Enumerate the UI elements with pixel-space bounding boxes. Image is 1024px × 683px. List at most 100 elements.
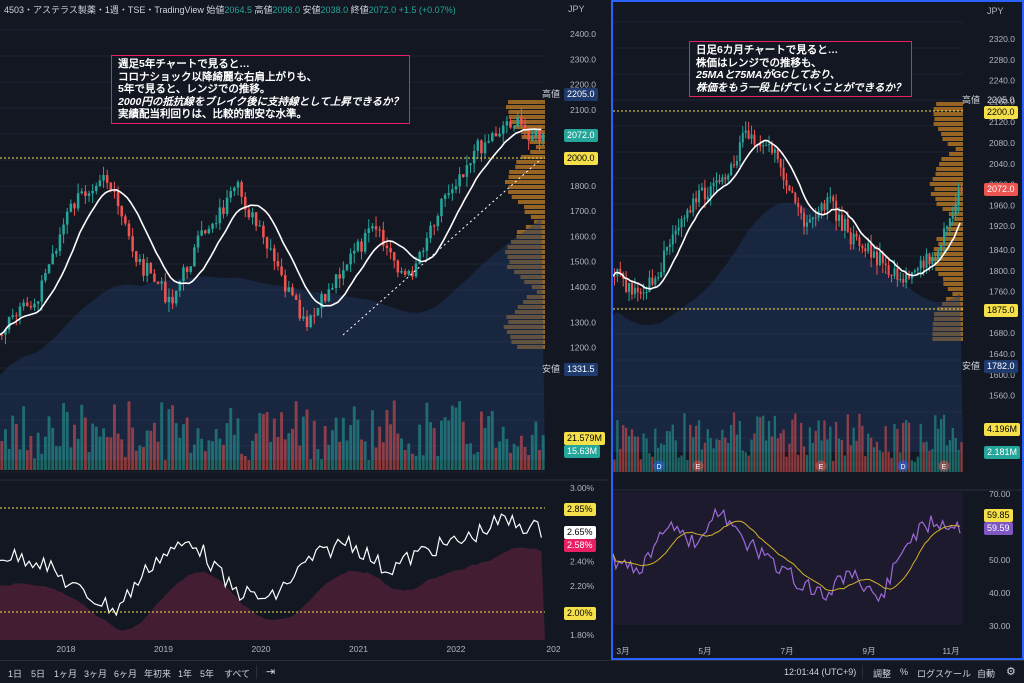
volume-profile-bar xyxy=(955,147,963,151)
volume-bar xyxy=(890,457,893,472)
volume-bar xyxy=(764,440,768,472)
candle-body xyxy=(0,334,4,336)
volume-bar xyxy=(782,429,785,472)
range-6m[interactable]: 6ヶ月 xyxy=(114,669,138,679)
candle-body xyxy=(890,274,893,276)
volume-profile-bar xyxy=(524,210,545,214)
low-label: 安値 xyxy=(302,5,321,15)
volume-bar xyxy=(182,424,185,470)
volume-bar xyxy=(414,455,418,470)
candle-body xyxy=(727,175,730,180)
volume-profile-bar xyxy=(507,265,545,269)
close-label: 終値 xyxy=(350,5,369,15)
candle-body xyxy=(316,307,320,316)
volume-bar xyxy=(934,415,937,472)
candle-body xyxy=(436,216,440,227)
clock-time[interactable]: 12:01:44 (UTC+9) xyxy=(784,667,857,677)
weekly-annotation[interactable]: 週足5年チャートで見ると… コロナショック以降綺麗な右肩上がりも、 5年で見ると… xyxy=(111,55,411,124)
volume-bar xyxy=(677,457,680,472)
volume-bar xyxy=(105,436,109,470)
range-1m[interactable]: 1ヶ月 xyxy=(54,669,78,679)
candle-body xyxy=(639,292,642,294)
volume-bar xyxy=(200,438,204,470)
volume-bar xyxy=(683,413,686,472)
volume-bar xyxy=(320,459,324,470)
volume-bar xyxy=(47,416,51,470)
volume-bar xyxy=(706,429,709,472)
volume-bar xyxy=(668,431,672,472)
volume-bar xyxy=(530,434,534,470)
volume-bar xyxy=(171,405,175,470)
price-axis-tick: 2080.0 xyxy=(989,138,1015,148)
candle-body xyxy=(298,299,302,319)
auto-scale-toggle[interactable]: 自動 xyxy=(977,669,996,679)
rsi-axis-tick: 40.00 xyxy=(989,588,1011,598)
candle-body xyxy=(773,149,776,153)
trendline xyxy=(342,159,541,336)
weekly-chart-pane[interactable]: 2400.02300.02200.02100.02000.01900.01800… xyxy=(0,0,609,660)
volume-profile-bar xyxy=(946,297,963,301)
volume-bar xyxy=(83,417,87,470)
candle-body xyxy=(791,190,794,193)
daily-annotation[interactable]: 日足6カ月チャートで見ると… 株価はレンジでの推移も、 25MAと75MAがGC… xyxy=(689,41,913,97)
volume-bar xyxy=(229,408,233,470)
volume-bar xyxy=(439,420,443,470)
weekly-chart-canvas[interactable]: 2400.02300.02200.02100.02000.01900.01800… xyxy=(0,0,609,660)
candle-body xyxy=(11,315,14,318)
candle-body xyxy=(58,234,62,252)
candle-body xyxy=(469,163,472,166)
range-1y[interactable]: 1年 xyxy=(178,669,193,679)
candle-body xyxy=(95,186,98,192)
candle-body xyxy=(374,226,378,230)
volume-bar xyxy=(516,446,520,470)
candle-body xyxy=(928,253,931,265)
candle-body xyxy=(84,191,87,197)
note-line: 日足6カ月チャートで見ると… xyxy=(696,44,839,56)
range-5y[interactable]: 5年 xyxy=(200,669,215,679)
log-scale-toggle[interactable]: ログスケール xyxy=(917,669,972,679)
volume-bar xyxy=(62,403,66,470)
candle-body xyxy=(116,191,120,207)
range-5d[interactable]: 5日 xyxy=(31,669,46,679)
volume-bar xyxy=(692,437,695,472)
volume-bar xyxy=(211,441,215,470)
volume-bar xyxy=(432,428,436,470)
candle-body xyxy=(349,253,352,265)
volume-bar xyxy=(630,429,634,472)
range-3m[interactable]: 3ヶ月 xyxy=(84,669,108,679)
candle-body xyxy=(193,247,196,267)
range-1d[interactable]: 1日 xyxy=(8,669,23,679)
candle-body xyxy=(843,219,846,231)
volume-bar xyxy=(896,429,899,472)
candle-body xyxy=(178,281,182,291)
volume-bar xyxy=(490,411,494,470)
candle-body xyxy=(476,140,480,151)
candle-body xyxy=(505,121,509,126)
volume-bar xyxy=(665,431,669,472)
volume-bar xyxy=(283,439,287,470)
dividend-marker xyxy=(653,460,665,472)
range-ytd[interactable]: 年初来 xyxy=(144,669,172,679)
goto-date-icon[interactable]: ⇥ xyxy=(266,666,276,678)
symbol-title[interactable]: 4503・アステラス製薬・1週・TSE・TradingView xyxy=(4,5,204,15)
candle-body xyxy=(36,301,40,304)
candle-body xyxy=(855,233,858,238)
volume-bar xyxy=(91,423,95,470)
last-price-tag: 2072.0 xyxy=(564,129,598,142)
event-marker-label: E xyxy=(942,464,947,471)
percent-toggle[interactable]: % xyxy=(900,667,909,677)
price-axis-tick: 1560.0 xyxy=(989,391,1015,401)
range-all[interactable]: すべて xyxy=(224,669,251,679)
indicator-band xyxy=(613,492,963,625)
settings-gear-icon[interactable]: ⚙ xyxy=(1006,666,1016,678)
daily-chart-pane[interactable]: 2320.0 2280.0 2240.0 2160.0 2120.0 2080.0 2040… xyxy=(611,0,1024,660)
price-axis-tick: 2200.0 xyxy=(570,80,596,90)
volume-bar xyxy=(14,424,18,470)
volume-bar xyxy=(791,419,794,472)
volume-profile-bar xyxy=(529,140,545,144)
adjust-toggle[interactable]: 調整 xyxy=(873,669,892,679)
volume-bar xyxy=(243,455,247,470)
volume-profile-bar xyxy=(525,225,545,229)
indicator-area xyxy=(0,547,545,640)
volume-bar xyxy=(872,447,876,472)
